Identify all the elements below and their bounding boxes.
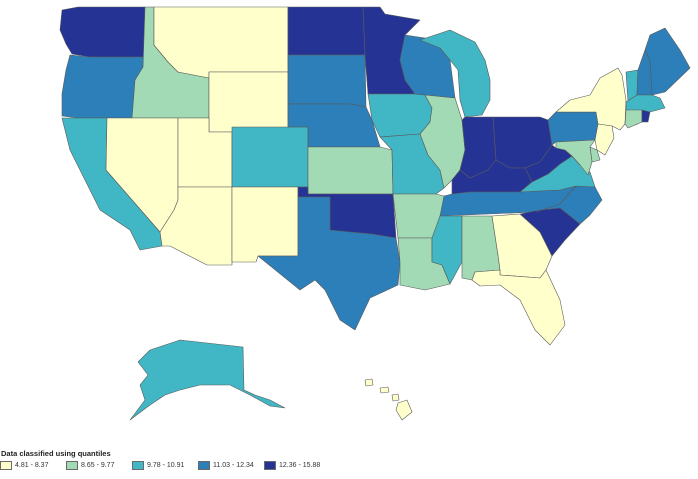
legend-item: 8.65 - 9.77 xyxy=(66,461,131,470)
state-hi-3[interactable] xyxy=(391,393,400,402)
legend-label: 11.03 - 12.34 xyxy=(213,462,254,469)
us-choropleth-map xyxy=(59,6,691,421)
state-nm[interactable] xyxy=(231,186,299,263)
state-or[interactable] xyxy=(61,54,145,119)
state-sd[interactable] xyxy=(287,54,367,108)
state-fl[interactable] xyxy=(471,269,566,346)
map-legend: Data classified using quantiles 4.81 - 8… xyxy=(0,449,698,479)
state-mi[interactable] xyxy=(419,29,491,118)
legend-label: 9.78 - 10.91 xyxy=(147,462,185,469)
legend-items: 4.81 - 8.37 8.65 - 9.77 9.78 - 10.91 11.… xyxy=(0,461,330,470)
state-md[interactable] xyxy=(555,139,596,176)
legend-label: 8.65 - 9.77 xyxy=(81,462,115,469)
state-nj[interactable] xyxy=(594,123,615,156)
legend-label: 4.81 - 8.37 xyxy=(15,462,49,469)
state-wy[interactable] xyxy=(208,71,289,133)
state-mt[interactable] xyxy=(153,6,289,79)
state-nc[interactable] xyxy=(535,185,603,225)
state-me[interactable] xyxy=(644,27,691,96)
state-hi-4[interactable] xyxy=(395,399,413,421)
state-nd[interactable] xyxy=(287,6,366,56)
state-ct[interactable] xyxy=(624,109,643,129)
legend-item: 4.81 - 8.37 xyxy=(0,461,65,470)
legend-swatch xyxy=(132,461,144,470)
legend-item: 12.36 - 15.88 xyxy=(264,461,329,470)
legend-item: 11.03 - 12.34 xyxy=(198,461,263,470)
legend-swatch xyxy=(0,461,12,470)
state-ia[interactable] xyxy=(367,93,433,138)
state-hi-1[interactable] xyxy=(364,378,374,387)
legend-swatch xyxy=(66,461,78,470)
state-ks[interactable] xyxy=(307,146,394,195)
state-tx[interactable] xyxy=(257,196,401,331)
state-wa[interactable] xyxy=(59,6,146,58)
state-ak[interactable] xyxy=(129,339,286,421)
legend-swatch xyxy=(198,461,210,470)
state-hi-2[interactable] xyxy=(379,386,390,394)
legend-title: Data classified using quantiles xyxy=(1,449,111,458)
state-co[interactable] xyxy=(231,126,309,188)
legend-swatch xyxy=(264,461,276,470)
state-ri[interactable] xyxy=(641,109,651,123)
legend-item: 9.78 - 10.91 xyxy=(132,461,197,470)
legend-label: 12.36 - 15.88 xyxy=(279,462,321,469)
